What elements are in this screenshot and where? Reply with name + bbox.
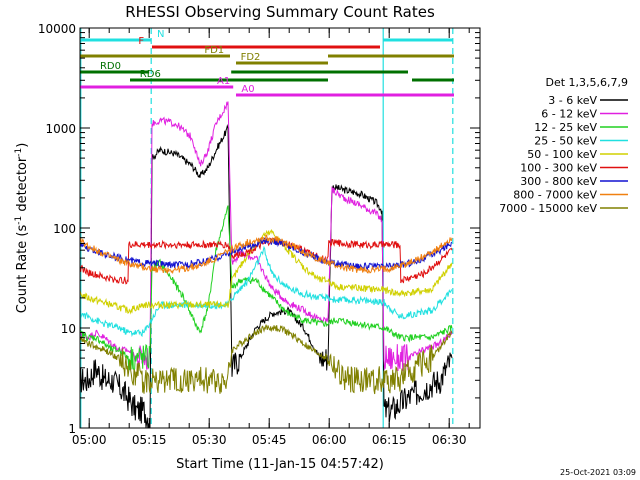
flag-bars-group	[80, 38, 454, 97]
footer-date: 25-Oct-2021 03:09	[560, 468, 636, 477]
series-line-25-50-kev	[80, 245, 452, 338]
legend-label: 12 - 25 keV	[534, 121, 597, 134]
y-tick-label: 1000	[45, 122, 76, 136]
x-axis: 05:00 05:15 05:30 05:45 06:00 06:15 06:30	[72, 28, 470, 447]
y-axis-label: Count Rate (s-1 detector-1)	[14, 143, 30, 314]
x-tick-label: 06:00	[312, 433, 347, 447]
y-tick-label: 1	[68, 422, 76, 436]
flag-label-a1: A1	[217, 76, 230, 87]
series-line-50-100-kev	[80, 228, 453, 315]
series-group	[80, 101, 453, 428]
legend-title: Det 1,3,5,6,7,9	[545, 76, 628, 89]
flag-label-rd6: RD6	[140, 69, 161, 80]
series-line-12-25-kev	[80, 205, 453, 372]
legend-label: 7000 - 15000 keV	[499, 202, 597, 215]
x-tick-label: 05:15	[132, 433, 167, 447]
x-tick-label: 06:15	[372, 433, 407, 447]
y-tick-label: 10	[61, 322, 76, 336]
x-tick-label: 05:45	[252, 433, 287, 447]
flag-label-a0: A0	[241, 84, 254, 95]
flag-label-fd2: FD2	[241, 52, 261, 63]
legend-label: 100 - 300 keV	[520, 162, 597, 175]
x-tick-label: 05:00	[72, 433, 107, 447]
flag-label-rd0: RD0	[100, 61, 121, 72]
y-label-end: )	[15, 143, 30, 148]
series-line-3-6-kev	[80, 124, 453, 428]
y-label-sup1: -1	[14, 216, 24, 225]
legend-label: 50 - 100 keV	[527, 148, 597, 161]
x-tick-label: 05:30	[192, 433, 227, 447]
series-line-7000-15000-kev	[80, 324, 453, 395]
legend-label: 3 - 6 keV	[548, 94, 597, 107]
y-label-main: Count Rate (s	[15, 225, 30, 314]
legend-label: 800 - 7000 keV	[513, 189, 597, 202]
legend-label: 300 - 800 keV	[520, 175, 597, 188]
legend-label: 25 - 50 keV	[534, 135, 597, 148]
y-label-sup2: -1	[14, 148, 24, 157]
y-label-mid: detector	[15, 156, 30, 216]
x-axis-label: Start Time (11-Jan-15 04:57:42)	[176, 457, 384, 472]
y-tick-label: 10000	[38, 22, 76, 36]
x-tick-label: 06:30	[432, 433, 467, 447]
y-axis: 1 10 100 1000 10000	[38, 22, 480, 436]
flag-label-f: F	[138, 36, 144, 47]
legend-label: 6 - 12 keV	[541, 108, 597, 121]
flag-label-fd1: FD1	[204, 45, 224, 56]
chart-title: RHESSI Observing Summary Count Rates	[125, 3, 435, 21]
flag-label-n: N	[157, 29, 164, 40]
series-line-800-7000-kev	[80, 234, 453, 275]
flag-labels-group: N F FD1 FD2 RD0 RD6 A1 A0	[100, 29, 260, 95]
y-tick-label: 100	[53, 222, 76, 236]
